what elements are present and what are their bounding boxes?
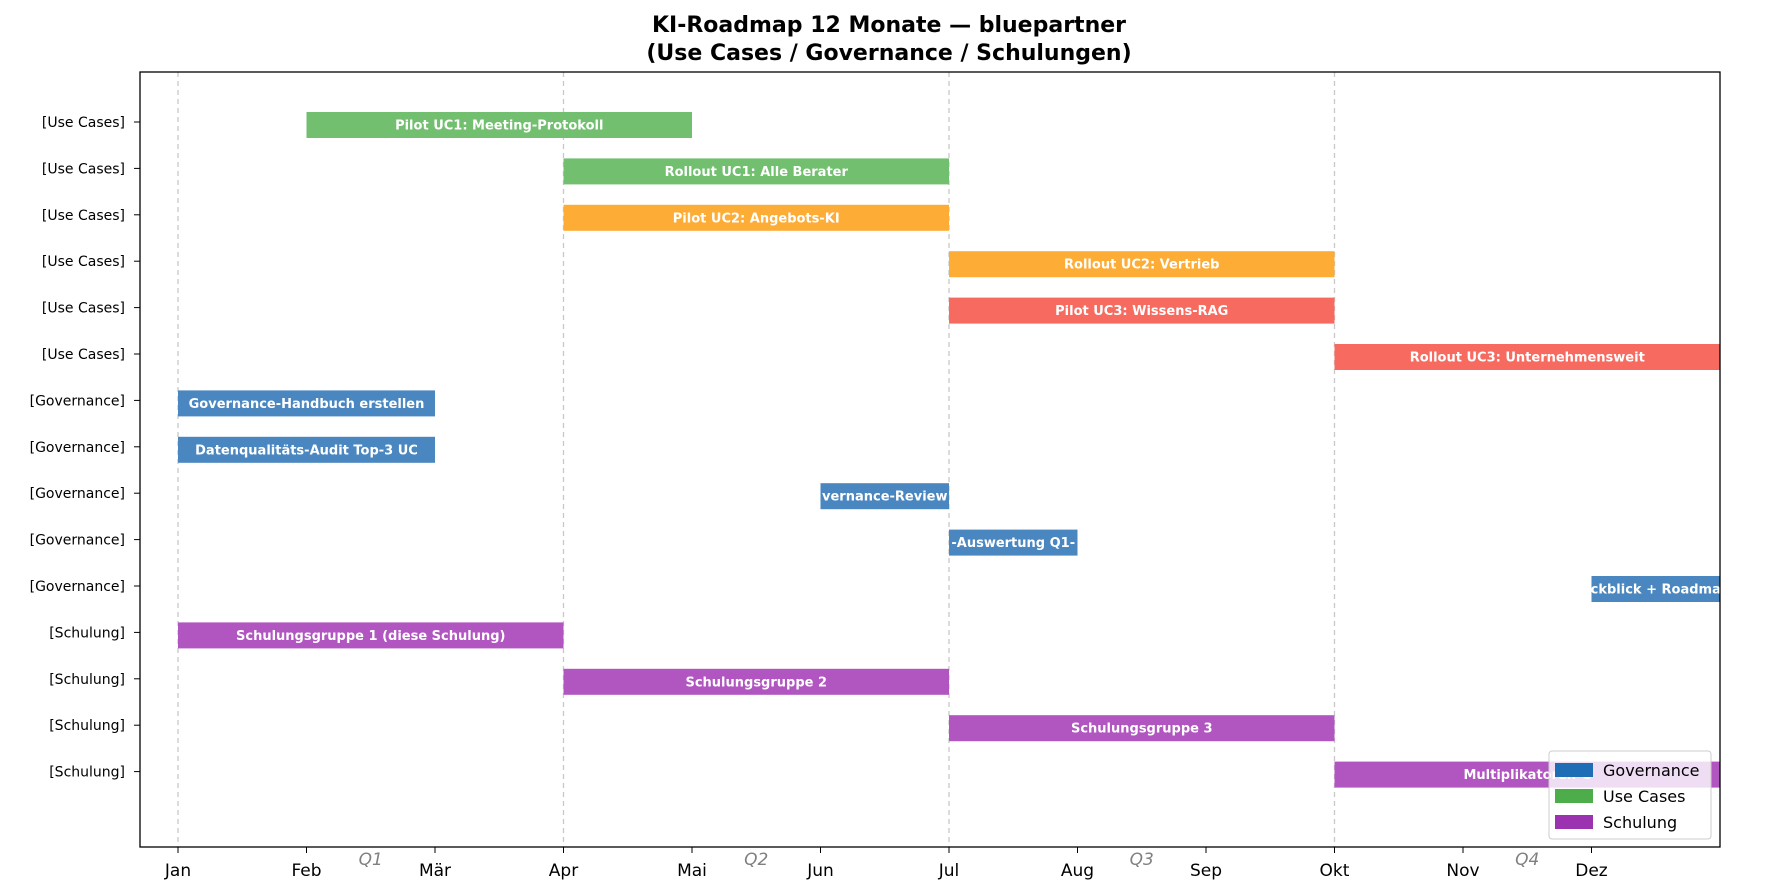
x-tick-label: Jul bbox=[938, 861, 960, 881]
x-tick-label: Okt bbox=[1320, 861, 1350, 881]
legend-swatch bbox=[1555, 815, 1593, 829]
legend-entry-label: Governance bbox=[1603, 761, 1700, 780]
task-bar bbox=[949, 297, 1335, 324]
task-bar bbox=[178, 436, 435, 463]
task-bar bbox=[178, 390, 435, 417]
task-bar-label: -Auswertung Q1- bbox=[951, 536, 1075, 551]
legend-swatch bbox=[1555, 763, 1593, 777]
y-tick-label: [Schulung] bbox=[49, 672, 125, 688]
y-tick-label: [Governance] bbox=[30, 486, 125, 502]
y-axis: [Use Cases] [Use Cases] [Use Cases] [Use Ca… bbox=[30, 115, 140, 781]
task-bar-label: Pilot UC1: Meeting-Protokoll bbox=[395, 119, 603, 134]
task-bar-label: ckblick + Roadma bbox=[1591, 583, 1721, 598]
task-bar bbox=[820, 483, 949, 510]
y-tick-label: [Use Cases] bbox=[42, 208, 125, 224]
chart-title-line-1: KI-Roadmap 12 Monate — bluepartner bbox=[652, 13, 1126, 38]
quarter-label: Q4 bbox=[1515, 850, 1539, 870]
task-bar-label: vernance-Review bbox=[822, 490, 948, 505]
task-bar bbox=[563, 668, 949, 695]
task-bar bbox=[1334, 344, 1720, 370]
y-tick-label: [Use Cases] bbox=[42, 115, 125, 131]
x-tick-label: Mär bbox=[419, 861, 451, 881]
y-tick-label: [Governance] bbox=[30, 440, 125, 456]
task-bar-label: Pilot UC3: Wissens-RAG bbox=[1055, 304, 1228, 319]
x-tick-label: Aug bbox=[1061, 861, 1094, 881]
task-bar-label: Datenqualitäts-Audit Top-3 UC bbox=[195, 443, 418, 458]
quarter-label: Q2 bbox=[744, 850, 768, 870]
y-tick-label: [Use Cases] bbox=[42, 301, 125, 317]
task-bar bbox=[949, 529, 1078, 556]
task-bar-label: Schulungsgruppe 1 (diese Schulung) bbox=[236, 629, 505, 644]
quarter-label: Q1 bbox=[359, 850, 383, 870]
legend-swatch bbox=[1555, 789, 1593, 803]
x-tick-label: Apr bbox=[549, 861, 578, 881]
x-tick-label: Sep bbox=[1190, 861, 1222, 881]
y-tick-label: [Schulung] bbox=[49, 718, 125, 734]
task-bar bbox=[563, 158, 949, 185]
chart-title-line-2: (Use Cases / Governance / Schulungen) bbox=[646, 41, 1131, 66]
task-bar-label: Governance-Handbuch erstellen bbox=[189, 397, 425, 412]
x-tick-label: Feb bbox=[291, 861, 321, 881]
x-axis: Jan Feb Mär Apr Mai Jun Jul Aug Sep Okt Nov Dez bbox=[164, 847, 1608, 881]
y-tick-label: [Governance] bbox=[30, 579, 125, 595]
y-tick-label: [Schulung] bbox=[49, 625, 125, 641]
x-tick-label: Mai bbox=[677, 861, 707, 881]
task-bar-label: Schulungsgruppe 3 bbox=[1071, 722, 1213, 737]
task-bar bbox=[306, 112, 692, 138]
task-bar-label: Schulungsgruppe 2 bbox=[685, 675, 827, 690]
x-tick-label: Jun bbox=[806, 861, 834, 881]
y-tick-label: [Use Cases] bbox=[42, 347, 125, 363]
quarter-labels: Q1 Q2 Q3 Q4 bbox=[359, 850, 1540, 870]
legend-entry-label: Use Cases bbox=[1603, 787, 1685, 806]
y-tick-label: [Use Cases] bbox=[42, 161, 125, 177]
task-bar-label: Pilot UC2: Angebots-KI bbox=[673, 211, 840, 226]
x-tick-label: Dez bbox=[1575, 861, 1608, 881]
task-bar bbox=[1591, 576, 1720, 602]
task-bar-label: Rollout UC2: Vertrieb bbox=[1064, 258, 1219, 273]
task-bar-label: Rollout UC1: Alle Berater bbox=[665, 165, 849, 180]
task-bar-label: Rollout UC3: Unternehmensweit bbox=[1410, 351, 1645, 366]
legend: Governance Use Cases Schulung bbox=[1548, 750, 1712, 840]
x-tick-label: Nov bbox=[1446, 861, 1479, 881]
quarter-label: Q3 bbox=[1130, 850, 1154, 870]
task-bar bbox=[949, 715, 1335, 742]
plot-frame bbox=[139, 71, 1721, 848]
y-tick-label: [Use Cases] bbox=[42, 254, 125, 270]
x-tick-label: Jan bbox=[164, 861, 191, 881]
legend-entry-label: Schulung bbox=[1603, 813, 1677, 832]
y-tick-label: [Schulung] bbox=[49, 765, 125, 781]
task-bar-labels: Pilot UC1: Meeting-Protokoll Rollout UC1:… bbox=[189, 119, 1721, 784]
task-bar bbox=[178, 622, 564, 649]
y-tick-label: [Governance] bbox=[30, 393, 125, 409]
y-tick-label: [Governance] bbox=[30, 533, 125, 549]
task-bar bbox=[949, 251, 1335, 278]
task-bar bbox=[563, 204, 949, 231]
